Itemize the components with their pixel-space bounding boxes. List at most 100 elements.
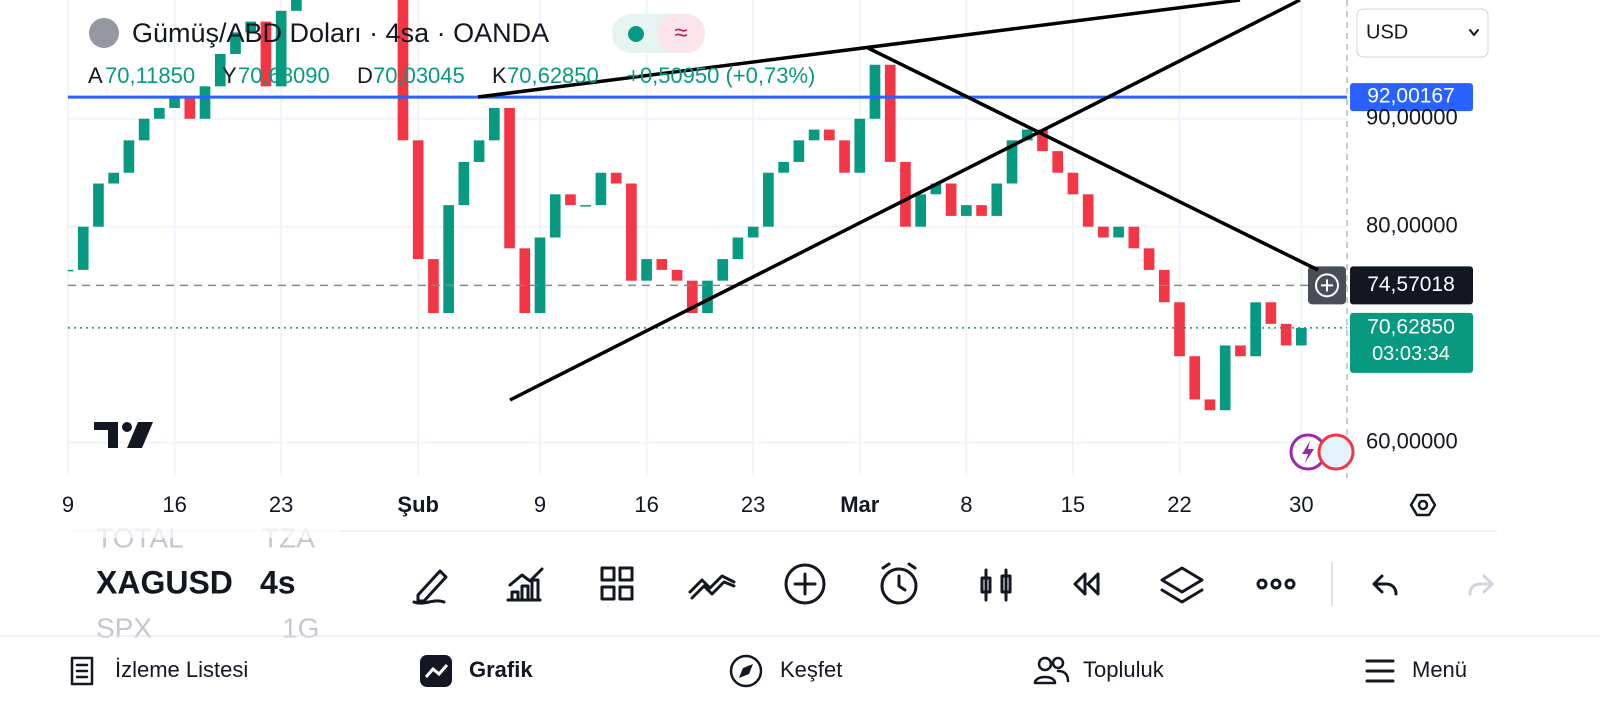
trend-lines (477, 0, 1319, 402)
nav-item[interactable]: İzleme Listesi (115, 657, 248, 682)
candle (458, 161, 470, 206)
price-label: 74,57018 (1367, 273, 1455, 296)
axis-settings-dot (1417, 499, 1429, 511)
candle (1250, 302, 1261, 357)
axis-settings[interactable] (1409, 493, 1437, 517)
nav-item[interactable]: Grafik (469, 657, 533, 682)
currency-select[interactable] (1356, 8, 1489, 58)
trend-line (867, 46, 1319, 272)
candle (1082, 194, 1094, 227)
ohlc-value: 70,68090 (238, 63, 330, 88)
add-tool[interactable] (784, 563, 826, 605)
candle (686, 280, 698, 314)
more-tool[interactable] (1256, 578, 1268, 590)
draw-tool[interactable] (412, 569, 448, 605)
candle (1143, 248, 1155, 270)
candle (930, 183, 942, 195)
candle (169, 97, 180, 108)
y-tick-label: 60,00000 (1366, 428, 1458, 453)
candle (275, 10, 287, 87)
candle (961, 205, 972, 216)
candle (1265, 302, 1277, 324)
y-tick-label: 90,00000 (1366, 105, 1458, 130)
ohlc-value: 70,03045 (373, 63, 465, 88)
x-tick-label: 9 (62, 492, 74, 517)
dropdown-caret (1469, 29, 1479, 36)
layout-tool[interactable] (600, 566, 634, 601)
redo (1468, 574, 1494, 596)
layers-tool[interactable] (1160, 566, 1204, 604)
candle (534, 237, 546, 314)
candle (580, 205, 592, 207)
candle (154, 107, 165, 119)
candle (123, 140, 135, 173)
ohlc-key: K (492, 63, 507, 88)
watchlist-fade (70, 522, 340, 538)
candle (504, 107, 515, 249)
ohlc-key: A (88, 63, 103, 88)
watchlist-cell[interactable]: 4s (260, 564, 296, 600)
candle (184, 97, 196, 119)
candle (702, 280, 713, 314)
candle (808, 129, 820, 141)
x-tick-label: 22 (1167, 492, 1191, 517)
market-status (628, 26, 644, 42)
bar-type[interactable] (980, 568, 1012, 602)
candle (1052, 151, 1064, 173)
candle (93, 183, 104, 227)
nav-item[interactable]: Menü (1412, 657, 1467, 682)
candle (1219, 345, 1231, 411)
indicators-tool[interactable] (506, 567, 544, 602)
candle (397, 0, 409, 141)
candle (1067, 172, 1079, 195)
trend-line (477, 0, 1241, 99)
candle (68, 269, 74, 272)
ohlc-key: Y (222, 63, 237, 88)
x-tick-label: 8 (960, 492, 972, 517)
watchlist-cell[interactable]: SPX (96, 612, 152, 643)
x-tick-label: 30 (1289, 492, 1313, 517)
add-level-icon (1315, 273, 1339, 298)
candle (230, 32, 241, 54)
price-label: 92,00167 (1367, 85, 1455, 108)
y-tick-label: 80,00000 (1366, 213, 1458, 238)
replay-tool[interactable] (1073, 572, 1100, 596)
candle (1295, 327, 1307, 346)
candle (991, 183, 1003, 216)
alert-tool[interactable] (880, 567, 918, 605)
ohlc-value: 70,62850 (507, 63, 599, 88)
candle (428, 259, 439, 314)
undo[interactable] (1372, 574, 1398, 596)
candle (884, 64, 896, 162)
x-tick-label: Mar (840, 492, 880, 517)
candle (1280, 323, 1292, 346)
candle (717, 259, 729, 281)
nav-item[interactable]: Topluluk (1083, 657, 1165, 682)
symbol-title[interactable]: Gümüş/ABD Doları · 4sa · OANDA (132, 18, 549, 48)
candle (1098, 226, 1109, 238)
nav-item[interactable]: Keşfet (780, 657, 842, 682)
candle (1037, 129, 1048, 152)
candle (1204, 399, 1216, 411)
watchlist-cell[interactable]: 1G (282, 612, 319, 643)
price-label: 70,62850 (1367, 315, 1455, 338)
candle (1006, 140, 1018, 184)
candle (839, 140, 850, 173)
candle (732, 237, 744, 260)
candle (412, 140, 424, 260)
candle (443, 205, 454, 314)
ohlc-key: D (357, 63, 373, 88)
candle (1174, 302, 1185, 357)
candle (138, 118, 150, 141)
price-label-box (1350, 266, 1473, 305)
pattern-tool[interactable] (688, 574, 736, 600)
candle (291, 0, 302, 11)
candle (763, 172, 774, 227)
candle (1158, 269, 1170, 303)
x-tick-label: 16 (634, 492, 658, 517)
candle (793, 140, 805, 162)
candle (1128, 226, 1140, 249)
watchlist-cell[interactable]: XAGUSD (96, 564, 233, 600)
